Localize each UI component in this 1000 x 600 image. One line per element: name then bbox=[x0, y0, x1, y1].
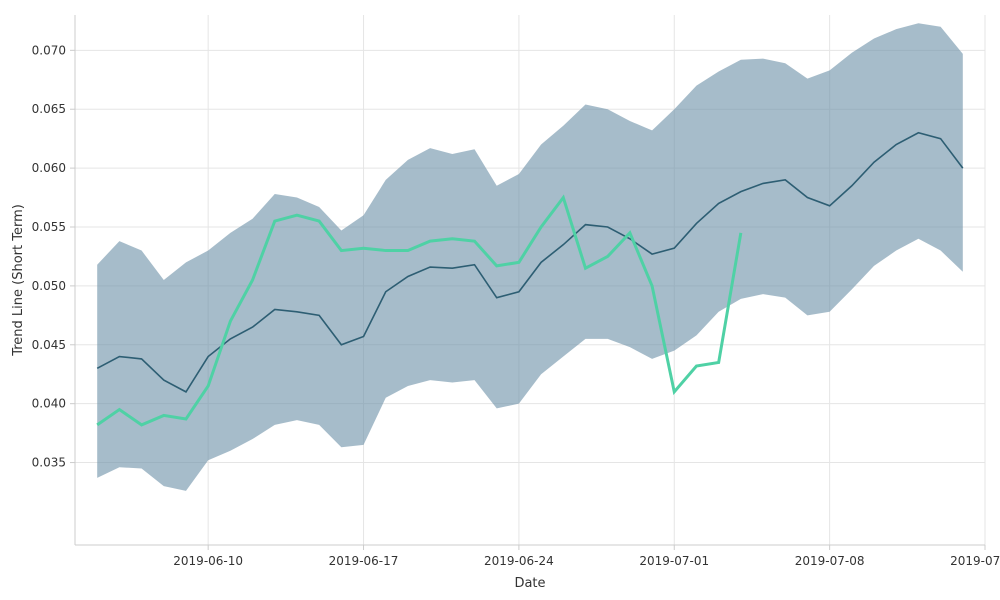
y-tick-label: 0.060 bbox=[32, 161, 66, 175]
y-axis-label: Trend Line (Short Term) bbox=[11, 204, 26, 357]
y-tick-label: 0.040 bbox=[32, 397, 66, 411]
x-tick-label: 2019-06-24 bbox=[484, 554, 554, 568]
x-tick-label: 2019-07-08 bbox=[795, 554, 865, 568]
y-tick-label: 0.055 bbox=[32, 220, 66, 234]
y-tick-label: 0.070 bbox=[32, 43, 66, 57]
x-tick-label: 2019-07-15 bbox=[950, 554, 1000, 568]
chart-svg: 2019-06-10 2019-06-17 2019-06-24 2019-07-01… bbox=[0, 0, 1000, 600]
x-axis-label: Date bbox=[514, 576, 545, 591]
x-tick-label: 2019-07-01 bbox=[639, 554, 709, 568]
y-tick-label: 0.050 bbox=[32, 279, 66, 293]
x-tick-label: 2019-06-17 bbox=[329, 554, 399, 568]
y-tick-label: 0.065 bbox=[32, 102, 66, 116]
y-tick-label: 0.035 bbox=[32, 456, 66, 470]
confidence-band bbox=[97, 23, 963, 491]
x-tick-label: 2019-06-10 bbox=[173, 554, 243, 568]
trend-chart: 2019-06-10 2019-06-17 2019-06-24 2019-07-01… bbox=[0, 0, 1000, 600]
y-tick-label: 0.045 bbox=[32, 338, 66, 352]
